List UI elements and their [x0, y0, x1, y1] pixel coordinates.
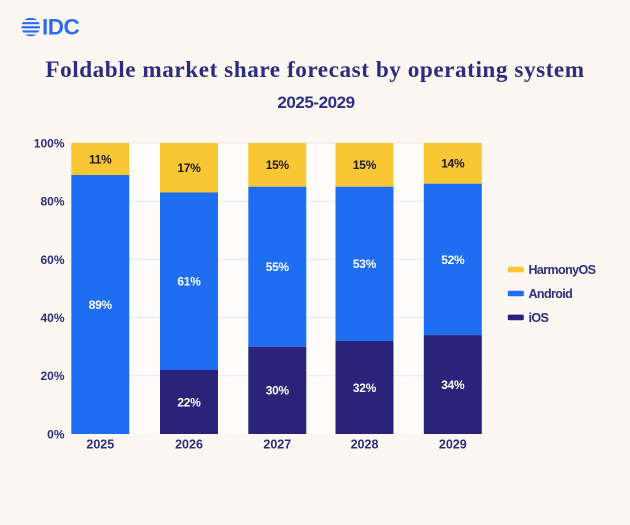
svg-text:100%: 100%	[34, 137, 65, 151]
svg-text:40%: 40%	[40, 311, 64, 325]
svg-text:61%: 61%	[177, 275, 201, 289]
svg-text:2026: 2026	[175, 437, 203, 451]
svg-text:HarmonyOS: HarmonyOS	[529, 263, 596, 277]
svg-text:Foldable market share forecast: Foldable market share forecast by operat…	[45, 57, 584, 83]
svg-text:11%: 11%	[89, 152, 112, 166]
svg-text:52%: 52%	[441, 253, 465, 267]
svg-text:IDC: IDC	[42, 15, 80, 40]
svg-text:53%: 53%	[353, 257, 377, 271]
svg-text:2027: 2027	[263, 437, 291, 451]
svg-text:60%: 60%	[40, 253, 64, 267]
svg-text:2028: 2028	[351, 437, 379, 451]
svg-text:2029: 2029	[439, 437, 467, 451]
svg-text:55%: 55%	[266, 260, 290, 274]
svg-text:15%: 15%	[266, 158, 290, 172]
svg-text:32%: 32%	[353, 381, 377, 395]
svg-text:17%: 17%	[177, 161, 201, 175]
svg-text:80%: 80%	[40, 195, 64, 209]
svg-text:2025-2029: 2025-2029	[277, 93, 354, 112]
svg-text:20%: 20%	[40, 369, 64, 383]
svg-text:2025: 2025	[86, 437, 114, 451]
svg-text:14%: 14%	[441, 157, 465, 171]
svg-text:0%: 0%	[47, 427, 65, 441]
svg-text:22%: 22%	[177, 395, 201, 409]
svg-text:34%: 34%	[441, 378, 465, 392]
svg-text:Android: Android	[529, 287, 573, 301]
svg-text:iOS: iOS	[529, 311, 549, 325]
svg-text:89%: 89%	[89, 298, 113, 312]
svg-text:30%: 30%	[266, 384, 290, 398]
svg-text:15%: 15%	[353, 158, 377, 172]
